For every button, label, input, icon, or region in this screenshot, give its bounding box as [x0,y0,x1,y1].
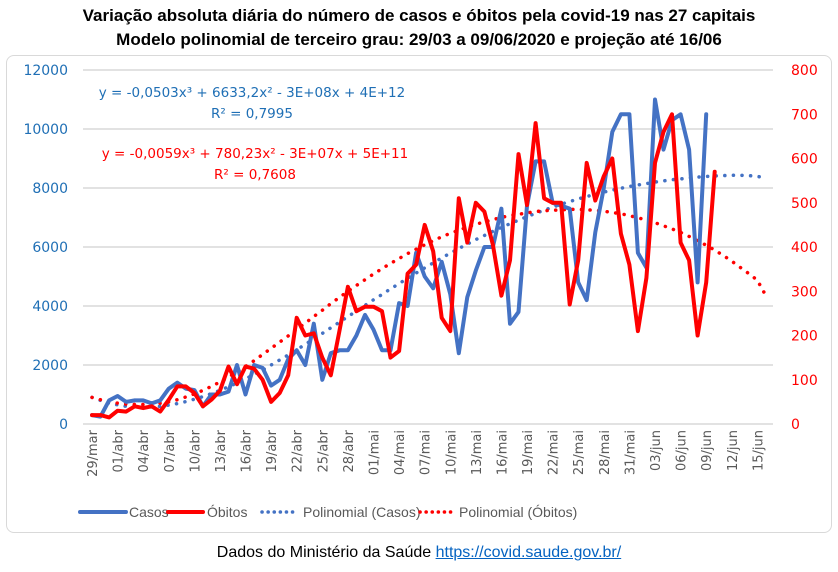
source-footer: Dados do Ministério da Saúde https://cov… [0,544,838,562]
series-group [90,97,768,420]
x-tick-label: 22/abr [291,429,306,472]
left-tick-label: 0 [59,417,68,433]
left-tick-label: 8000 [32,181,68,197]
right-tick-label: 700 [791,107,818,123]
source-text: Dados do Ministério da Saúde [216,544,436,561]
x-tick-label: 22/mai [547,430,562,475]
obitos-equation: y = -0,0059x³ + 780,23x² - 3E+07x + 5E+1… [102,146,408,162]
casos-r2: R² = 0,7995 [211,106,293,122]
series-casos [90,97,709,419]
source-link[interactable]: https://covid.saude.gov.br/ [435,544,622,561]
right-tick-label: 300 [791,284,818,300]
legend-obitos-label: Óbitos [207,504,247,520]
right-tick-label: 400 [791,240,818,256]
x-tick-label: 04/abr [137,429,152,472]
x-tick-label: 16/mai [495,430,510,475]
series-polinomial-casos [90,173,768,409]
trend-equations: y = -0,0503x³ + 6633,2x² - 3E+08x + 4E+1… [99,85,408,183]
right-tick-label: 800 [791,63,818,79]
x-tick-label: 13/abr [214,429,229,472]
chart-title: Variação absoluta diária do número de ca… [82,6,756,25]
left-tick-label: 12000 [23,63,68,79]
casos-equation: y = -0,0503x³ + 6633,2x² - 3E+08x + 4E+1… [99,85,405,101]
left-tick-label: 10000 [23,122,68,138]
legend: Casos Óbitos Polinomial (Casos) Polinomi… [78,504,577,520]
x-tick-label: 01/mai [367,430,382,475]
x-tick-label: 03/jun [649,430,664,471]
x-tick-label: 25/abr [316,429,331,472]
x-tick-label: 12/jun [726,430,741,471]
x-tick-label: 10/mai [444,430,459,475]
left-tick-label: 4000 [32,299,68,315]
left-axis-ticks: 0 2000 4000 6000 8000 10000 12000 [23,63,68,433]
gridlines [83,69,773,425]
left-tick-label: 6000 [32,240,68,256]
x-tick-label: 16/abr [240,429,255,472]
right-tick-label: 0 [791,417,800,433]
chart-frame [6,55,832,533]
x-tick-label: 31/mai [623,430,638,475]
x-tick-label: 28/abr [342,429,357,472]
legend-casos-label: Casos [129,504,169,520]
right-tick-label: 500 [791,196,818,212]
chart-subtitle: Modelo polinomial de terceiro grau: 29/0… [116,30,722,49]
left-tick-label: 2000 [32,358,68,374]
right-tick-label: 200 [791,329,818,345]
x-tick-label: 15/jun [751,430,766,471]
obitos-r2: R² = 0,7608 [214,167,296,183]
x-tick-label: 10/abr [188,429,203,472]
x-tick-label: 07/mai [419,430,434,475]
legend-poly-obitos-label: Polinomial (Óbitos) [459,504,577,520]
series-óbitos [90,112,717,420]
right-axis-ticks: 0 100 200 300 400 500 600 700 800 [791,63,818,433]
x-tick-label: 07/abr [163,429,178,472]
x-tick-label: 13/mai [470,430,485,475]
x-tick-label: 09/jun [700,430,715,471]
right-tick-label: 600 [791,152,818,168]
x-tick-label: 28/mai [598,430,613,475]
x-axis-ticks: 29/mar 01/abr 04/abr 07/abr 10/abr 13/abr 16/a… [86,429,766,477]
x-tick-label: 29/mar [86,429,101,477]
x-tick-label: 19/mai [521,430,536,475]
x-tick-label: 19/abr [265,429,280,472]
x-tick-label: 01/abr [112,429,127,472]
x-tick-label: 06/jun [675,430,690,471]
x-tick-label: 04/mai [393,430,408,475]
legend-poly-casos-label: Polinomial (Casos) [303,504,420,520]
right-tick-label: 100 [791,373,818,389]
x-tick-label: 25/mai [572,430,587,475]
